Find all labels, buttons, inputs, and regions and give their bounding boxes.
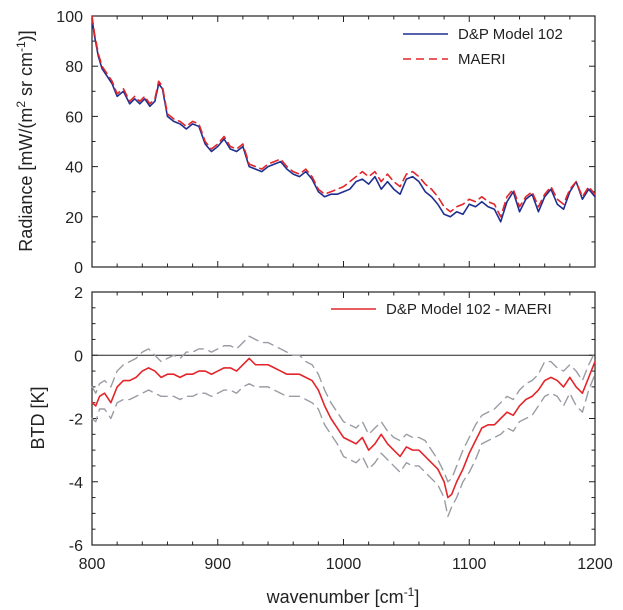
radiance-y-tick-label: 40 [65,160,83,177]
radiance-y-label-sup2: -1 [14,41,28,52]
radiance-y-label-part1: Radiance [mW/(m [16,108,36,252]
legend-label-maeri: MAERI [458,51,506,68]
btd-y-tick-label: 0 [74,348,83,365]
x-label-part1: wavenumber [cm [266,587,404,607]
btd-legend: D&P Model 102 - MAERI [331,301,552,318]
legend-label-dp-model: D&P Model 102 [458,26,563,43]
radiance-series-maeri [91,15,596,218]
btd-series-uncertainty-2 [91,373,596,518]
radiance-axis-ticks: 0 20 40 60 80 100 [56,9,596,277]
btd-y-axis-label: BTD [K] [28,386,48,449]
btd-plot-frame [91,291,596,546]
btd-x-tick-label: 900 [204,556,231,573]
btd-y-tick-label: -2 [69,412,83,429]
x-label-part2: ] [414,587,419,607]
radiance-y-tick-label: 60 [65,109,83,126]
btd-x-tick-label: 1200 [577,556,613,573]
btd-y-tick-label: 2 [74,285,83,302]
radiance-y-tick-label: 20 [65,210,83,227]
btd-x-tick-label: 1100 [452,556,487,573]
radiance-y-tick-label: 100 [56,9,83,26]
radiance-legend: D&P Model 102 MAERI [403,26,563,68]
btd-series-uncertainty-1 [91,335,596,483]
btd-y-tick-label: -6 [69,538,83,555]
legend-label-difference: D&P Model 102 - MAERI [386,301,552,318]
radiance-y-label-sup1: 2 [14,101,28,108]
radiance-plot-frame [91,15,596,268]
x-axis-label: wavenumber [cm-1] [266,585,420,607]
radiance-y-tick-label: 0 [74,260,83,277]
radiance-panel: 0 20 40 60 80 100 D&P Model 102 MAERI Radianc… [14,9,596,277]
btd-y-tick-label: -4 [69,475,83,492]
radiance-series-group [91,15,596,223]
btd-series-d-p-model-102-maeri [91,357,596,499]
btd-x-tick-label: 1000 [326,556,362,573]
radiance-y-tick-label: 80 [65,59,83,76]
btd-panel: -6 -4 -2 0 2 800 900 1000 1100 1200 D&P Model 102… [28,285,613,607]
radiance-y-label-part2: sr cm [16,52,36,101]
x-label-sup: -1 [404,585,415,599]
radiance-y-label-part3: )] [16,30,36,41]
radiance-y-axis-label: Radiance [mW/(m2 sr cm-1)] [14,30,36,251]
btd-x-tick-label: 800 [79,556,106,573]
btd-series-group [91,335,596,518]
